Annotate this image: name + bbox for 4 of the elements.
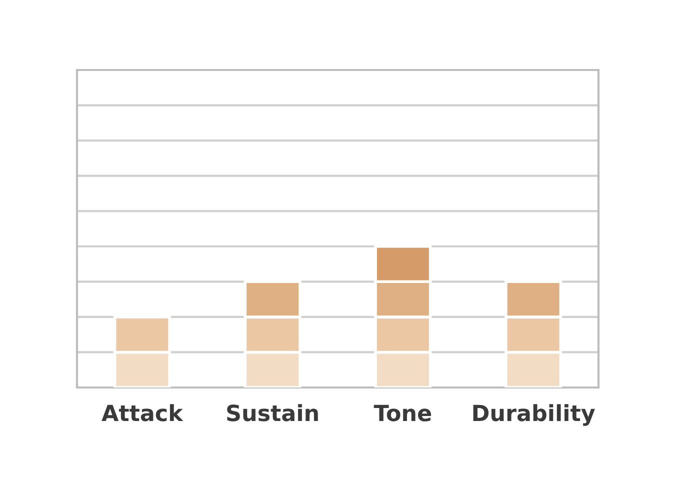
x-tick-label: Sustain [227,404,318,422]
x-tick-label: Attack [102,404,184,422]
x-tick-label: Durability [473,404,595,426]
x-tick-label: Tone [374,404,432,422]
